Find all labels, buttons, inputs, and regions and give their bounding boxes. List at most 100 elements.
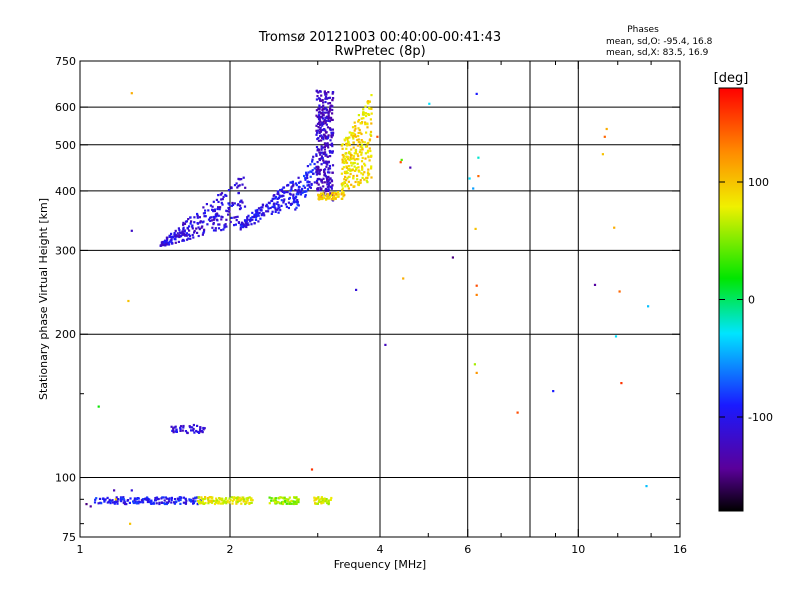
x-tick-label: 1 (77, 543, 84, 556)
echo-point (244, 221, 247, 224)
echo-point (282, 201, 285, 204)
echo-point (207, 218, 211, 221)
echo-point (274, 195, 278, 199)
echo-point (111, 501, 114, 504)
echo-point (192, 497, 195, 500)
echo-point (240, 502, 243, 505)
echo-point (324, 498, 328, 501)
echo-point (274, 501, 277, 504)
echo-point (201, 502, 204, 505)
echo-point (288, 496, 291, 499)
echo-point (246, 216, 249, 219)
echo-point (137, 497, 140, 500)
echo-point (290, 499, 293, 502)
echo-point (348, 175, 351, 178)
echo-point (326, 183, 329, 186)
echo-point (202, 426, 205, 430)
echo-point (317, 168, 320, 171)
echo-point (310, 170, 313, 174)
echo-point (232, 498, 235, 501)
echo-point (134, 500, 137, 503)
echo-point (325, 176, 328, 179)
echo-point (209, 219, 212, 222)
echo-point (172, 429, 175, 432)
echo-point (227, 206, 230, 210)
echo-point (303, 186, 306, 189)
echo-point (196, 496, 199, 499)
echo-point (165, 497, 168, 500)
echo-point (245, 497, 248, 500)
echo-point (318, 131, 321, 135)
echo-point (192, 236, 195, 239)
echo-point (292, 193, 295, 196)
echo-point (311, 169, 314, 172)
echo-point (237, 191, 240, 195)
echo-point (215, 497, 218, 500)
echo-point (317, 195, 320, 198)
echo-point (190, 429, 193, 432)
echo-point (150, 499, 153, 502)
echo-point (343, 158, 346, 161)
echo-point (330, 150, 333, 153)
axes: 1 2 4 6 10 16 75 100 200 300 400 500 600 750 (55, 55, 687, 556)
echo-point (345, 155, 348, 158)
echo-point (207, 498, 210, 501)
echo-point (361, 146, 364, 149)
echo-point (330, 118, 333, 121)
echo-point (219, 206, 222, 209)
echo-point (326, 144, 329, 147)
echo-point (352, 155, 356, 158)
echo-point (346, 185, 350, 188)
echo-point (330, 134, 333, 137)
echo-point (344, 152, 347, 155)
echo-point (330, 136, 333, 139)
echo-point (368, 173, 371, 176)
echo-point (167, 243, 170, 246)
echo-point (178, 234, 181, 237)
echo-point (320, 188, 323, 191)
echo-point (345, 166, 348, 169)
echo-point (357, 127, 360, 130)
echo-point (212, 215, 215, 219)
echo-point (320, 111, 323, 115)
echo-point (323, 145, 326, 148)
echo-point (250, 501, 253, 504)
echo-point (117, 498, 120, 501)
echo-point (257, 207, 261, 210)
echo-point (322, 101, 325, 104)
echo-point (305, 174, 309, 177)
echo-point (315, 165, 318, 168)
echo-point (169, 239, 172, 242)
echo-point (364, 152, 367, 155)
echo-point (251, 499, 254, 502)
echo-point (146, 497, 149, 500)
echo-point (328, 120, 332, 123)
echo-point (331, 91, 334, 94)
echo-point (321, 157, 324, 160)
echo-point (361, 168, 364, 171)
echo-point (199, 220, 202, 223)
echo-point (352, 174, 355, 178)
echo-point (220, 218, 223, 221)
echo-point (281, 188, 284, 191)
x-tick-label: 16 (673, 543, 687, 556)
echo-point (357, 135, 360, 138)
echo-point (361, 176, 364, 179)
echo-point (400, 158, 403, 161)
echo-point (316, 172, 319, 175)
echo-point (225, 225, 228, 228)
echo-point (173, 232, 176, 235)
echo-point (614, 335, 618, 338)
echo-point (319, 153, 322, 156)
echo-point (340, 197, 343, 200)
echo-point (135, 502, 138, 505)
echo-point (320, 496, 323, 499)
echo-point (347, 180, 350, 183)
echo-point (366, 151, 369, 154)
echo-point (620, 382, 623, 385)
echo-point (297, 191, 301, 194)
echo-point (196, 212, 199, 216)
echo-point (239, 499, 242, 502)
echo-point (428, 102, 431, 105)
echo-point (107, 500, 111, 503)
